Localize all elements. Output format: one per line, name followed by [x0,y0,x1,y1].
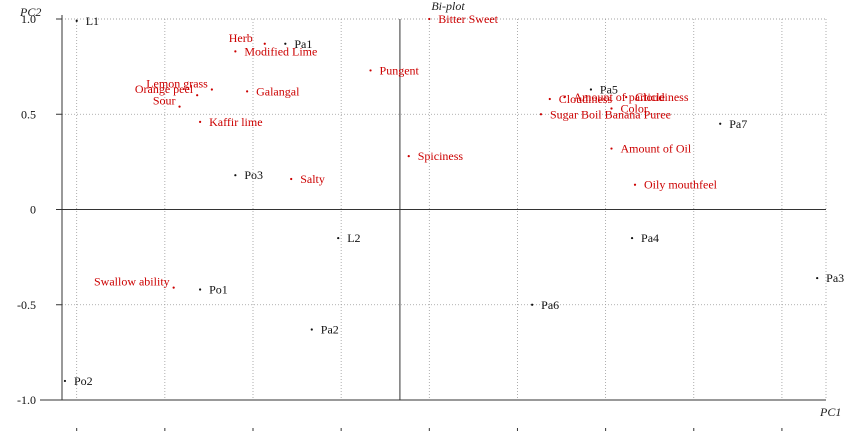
attribute-point [369,69,372,72]
attribute-label: Sugar Boil Banana Puree [550,107,671,121]
attribute-label: Spiciness [418,149,464,163]
attribute-label: Pungent [380,63,420,77]
attribute-label: Sour [153,94,176,108]
attribute-point [407,155,410,158]
attribute-point [234,50,237,53]
attribute-point [290,177,293,181]
attribute-label: Salty [300,172,325,186]
sample-point [284,42,287,45]
sample-point [816,276,819,280]
attribute-point [610,147,613,150]
attribute-point [563,96,566,99]
x-axis-ticks [76,428,783,431]
attribute-label: Herb [229,31,253,45]
sample-point [63,379,67,383]
attribute-label: Cloudiness [635,90,689,104]
sample-label: Po3 [244,168,263,182]
attribute-label: Modified Lime [244,44,317,58]
sample-point [630,236,634,240]
y-axis-label: PC2 [19,5,41,19]
sample-point [199,288,202,291]
attribute-point [263,42,266,45]
zero-axes [62,19,826,400]
y-tick-label: -1.0 [17,393,36,407]
attribute-point [210,88,213,91]
attribute-point [246,90,249,93]
attribute-label: Amount of particle [573,90,664,104]
sample-label: Po2 [74,374,93,388]
y-tick-label: 0.5 [21,107,36,121]
attribute-label: Galangal [256,84,300,98]
y-tick-label: 1.0 [21,12,36,26]
attribute-point [428,17,431,21]
attribute-label: Swallow ability [94,275,170,289]
attribute-point [172,286,175,289]
attribute-label: Lemon grass [146,76,208,90]
sample-point [75,19,78,23]
attribute-label: Orange peel [135,82,194,96]
attribute-point [178,105,181,108]
sample-label: L1 [86,14,99,28]
chart-title: Bi-plot [431,0,465,13]
sample-label: Pa2 [321,323,339,337]
x-axis-label: PC1 [819,405,841,419]
attribute-label: Cloudiness [559,92,613,106]
sample-label: Pa7 [729,117,747,131]
attribute-label: Kaffir lime [209,115,262,129]
sample-point [719,122,722,125]
sample-label: Po1 [209,283,228,297]
y-axis-ticks: 1.0 0.5 0 -0.5 -1.0 [17,12,62,407]
sample-point [234,174,237,177]
attribute-label: Color [620,102,647,116]
sample-label: Pa3 [826,271,844,285]
attribute-point [548,97,551,101]
sample-point [310,328,313,331]
y-tick-label: -0.5 [17,298,36,312]
sample-label: L2 [347,231,360,245]
attribute-label: Amount of Oil [620,142,691,156]
attribute-point [199,120,202,123]
attribute-point [625,96,628,99]
sample-label: Pa6 [541,298,559,312]
attribute-point [196,94,199,97]
plot-frame [40,15,827,401]
sample-label: Pa4 [641,231,659,245]
sample-label: Pa5 [600,82,618,96]
sample-point [531,303,534,306]
attribute-point [633,183,637,186]
sample-point [337,236,340,240]
attribute-point [539,113,543,116]
attribute-label: Oily mouthfeel [644,178,718,192]
sample-point [589,88,593,91]
y-tick-label: 0 [30,203,36,217]
sample-label: Pa1 [294,37,312,51]
attribute-label: Bitter Sweet [438,12,498,26]
data-points: L1 Pa1 Po3 L2 Po1 Pa2 Po2 Pa5 Pa7 Pa4 Pa6 Pa3 Bitter… [63,12,844,388]
attribute-point [610,107,613,110]
